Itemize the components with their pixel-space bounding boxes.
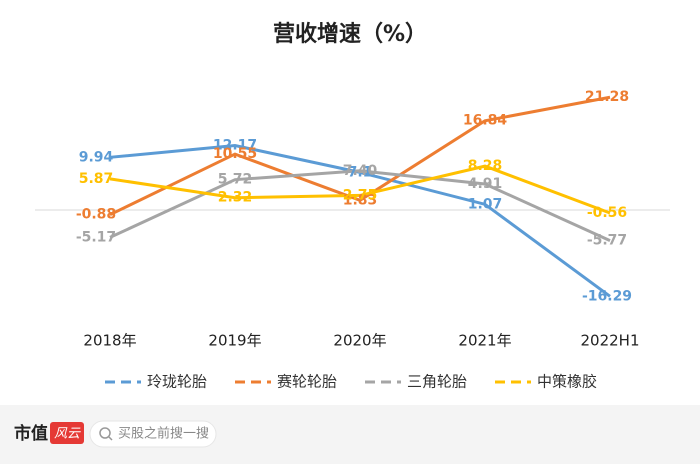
data-label: -5.17: [76, 229, 116, 245]
data-label: 2.75: [343, 187, 378, 203]
x-tick-label: 2018年: [83, 332, 136, 350]
data-label: 5.72: [218, 172, 253, 188]
search-placeholder: 买股之前搜一搜: [118, 426, 209, 442]
legend-label: 中策橡胶: [537, 373, 597, 391]
chart-title: 营收增速（%）: [273, 21, 427, 47]
data-label: -0.88: [76, 207, 116, 223]
search-icon-handle: [108, 436, 113, 441]
data-label: 4.91: [468, 176, 503, 192]
data-label: 5.87: [79, 171, 114, 187]
data-label: 10.55: [213, 146, 257, 162]
data-label: 9.94: [79, 149, 114, 165]
legend-label: 赛轮轮胎: [277, 373, 337, 391]
data-label: 1.83: [343, 192, 378, 208]
series-line: [109, 169, 611, 242]
series-line: [109, 164, 611, 215]
data-label: 7.1: [348, 164, 373, 180]
logo-box: [50, 422, 84, 444]
data-label: 2.32: [218, 190, 253, 206]
legend-label: 玲珑轮胎: [147, 373, 207, 391]
data-label: 12.17: [213, 137, 257, 153]
data-label: 1.07: [468, 196, 503, 212]
series-line: [109, 143, 611, 298]
series-line: [109, 95, 611, 217]
search-box[interactable]: [89, 420, 217, 448]
data-label: -5.77: [587, 233, 627, 249]
x-tick-label: 2022H1: [581, 332, 640, 350]
data-label: -0.56: [587, 205, 627, 221]
data-label: 21.28: [585, 89, 629, 105]
data-label: 16.84: [463, 113, 508, 129]
x-tick-label: 2019年: [208, 332, 261, 350]
data-label: 8.28: [468, 158, 503, 174]
search-icon: [99, 427, 111, 439]
data-label: 7.40: [343, 163, 378, 179]
x-tick-label: 2020年: [333, 332, 386, 350]
x-tick-label: 2021年: [458, 332, 511, 350]
legend-label: 三角轮胎: [407, 373, 467, 391]
footer-logo: 风云: [54, 427, 81, 442]
footer-brand: 市值: [14, 423, 48, 444]
data-label: -16.29: [582, 288, 632, 304]
